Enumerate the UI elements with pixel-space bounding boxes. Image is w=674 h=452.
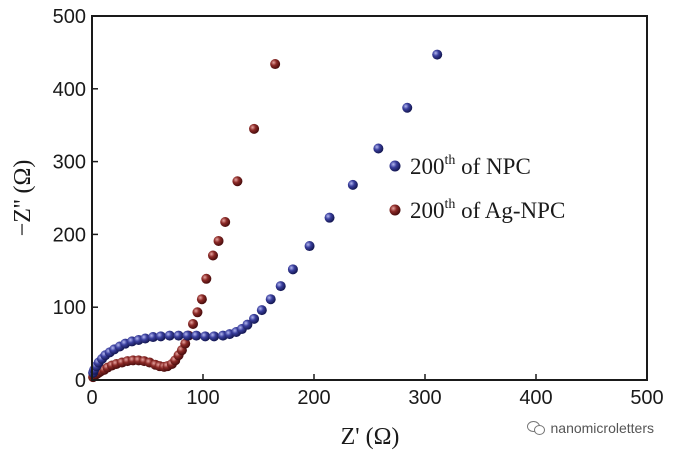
npc-data-point	[148, 332, 159, 343]
series-npc	[88, 49, 443, 378]
npc-data-point	[324, 212, 335, 223]
x-tick-label: 0	[86, 387, 97, 409]
legend-label-ag-npc: 200th of Ag-NPC	[410, 197, 565, 223]
wechat-icon	[526, 421, 545, 435]
npc-data-point	[140, 333, 151, 344]
legend-label-npc-main: 200	[410, 154, 445, 179]
npc-data-point	[164, 330, 175, 341]
legend-label-npc-rest: of NPC	[455, 154, 530, 179]
npc-data-point	[155, 331, 166, 342]
npc-data-point	[432, 49, 443, 60]
legend-label-npc: 200th of NPC	[410, 153, 531, 179]
npc-data-point	[200, 331, 211, 342]
npc-data-point	[275, 281, 286, 292]
npc-data-point	[173, 330, 184, 341]
watermark-text: nanomicroletters	[550, 420, 655, 436]
npc-data-point	[304, 241, 315, 252]
legend-label-npc-sup: th	[445, 153, 456, 168]
ag-npc-data-point	[213, 235, 224, 246]
ag-npc-data-point	[196, 294, 207, 305]
npc-data-point	[265, 294, 276, 305]
y-tick-label: 200	[53, 224, 86, 246]
npc-data-point	[191, 330, 202, 341]
legend-marker-npc	[389, 160, 401, 172]
x-tick-label: 100	[186, 387, 219, 409]
y-axis-title: −Z'' (Ω)	[10, 160, 36, 237]
ag-npc-data-point	[201, 273, 212, 284]
ag-npc-data-point	[180, 338, 191, 349]
npc-data-point	[249, 313, 260, 324]
legend-label-ag-npc-sup: th	[445, 197, 456, 212]
ag-npc-data-point	[207, 250, 218, 261]
x-tick-label: 200	[297, 387, 330, 409]
y-tick-label: 300	[53, 152, 86, 174]
x-tick-label: 300	[408, 387, 441, 409]
legend-label-ag-npc-rest: of Ag-NPC	[455, 198, 565, 223]
legend-item-npc: 200th of NPC	[389, 153, 531, 179]
ag-npc-data-point	[270, 59, 281, 70]
npc-data-point	[256, 305, 267, 316]
data-points	[88, 49, 443, 383]
x-axis-title: Z' (Ω)	[341, 424, 400, 450]
legend-item-ag-npc: 200th of Ag-NPC	[389, 197, 565, 223]
npc-data-point	[402, 102, 413, 113]
npc-data-point	[182, 330, 193, 341]
x-tick-label: 500	[630, 387, 663, 409]
npc-data-point	[242, 319, 253, 330]
y-tick-label: 100	[53, 297, 86, 319]
ag-npc-data-point	[220, 217, 231, 228]
ag-npc-data-point	[249, 123, 260, 134]
npc-data-point	[347, 179, 358, 190]
plot-frame	[91, 15, 648, 381]
npc-data-point	[209, 331, 220, 342]
y-tick-label: 400	[53, 79, 86, 101]
ag-npc-data-point	[188, 318, 199, 329]
series-ag-npc	[88, 59, 281, 383]
ag-npc-data-point	[192, 307, 203, 318]
legend-marker-ag-npc	[389, 204, 401, 216]
npc-data-point	[373, 143, 384, 154]
y-tick-label: 0	[75, 370, 86, 392]
legend-label-ag-npc-main: 200	[410, 198, 445, 223]
legend: 200th of NPC 200th of Ag-NPC	[389, 153, 565, 223]
axis-ticks: 0 100 200 300 400 500 0 100 200 300 400 500	[53, 6, 664, 409]
watermark: nanomicroletters	[526, 420, 655, 436]
npc-data-point	[287, 264, 298, 275]
y-tick-label: 500	[53, 6, 86, 28]
x-tick-label: 400	[519, 387, 552, 409]
ag-npc-data-point	[232, 176, 243, 187]
